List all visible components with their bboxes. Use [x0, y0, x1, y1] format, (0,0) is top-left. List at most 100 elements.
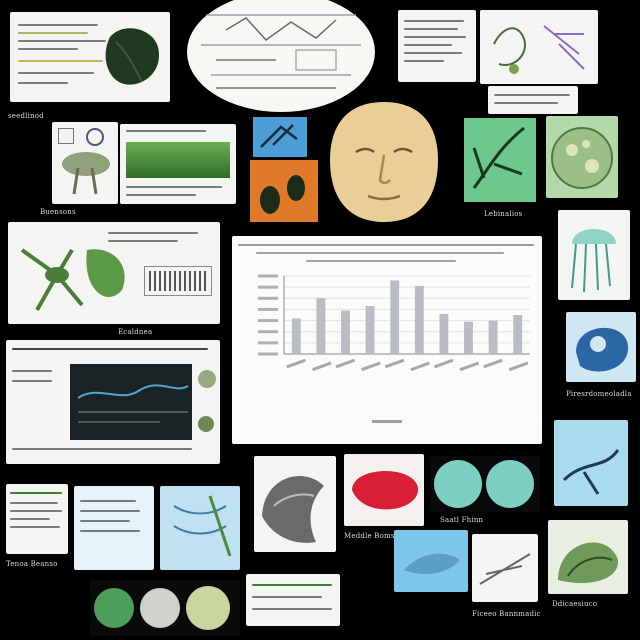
notes-card	[398, 10, 476, 82]
bar	[439, 313, 449, 354]
bird-illustration	[562, 449, 620, 495]
frame-icon	[58, 128, 74, 144]
bar	[291, 318, 301, 354]
text-line	[108, 232, 198, 234]
gray-disc	[140, 588, 180, 628]
y-tick-label	[258, 307, 278, 311]
bar	[464, 321, 473, 354]
grasshopper-card	[8, 222, 220, 324]
text-line	[18, 40, 106, 42]
y-tick-label	[258, 285, 278, 289]
text-line	[404, 28, 458, 30]
figure-illustration	[173, 495, 232, 557]
y-tick-label	[258, 352, 278, 356]
bar	[488, 320, 498, 354]
x-tick-label	[311, 361, 332, 372]
text-line	[80, 500, 136, 502]
teal-discs-card	[430, 456, 540, 512]
green-shell-illustration	[558, 542, 619, 584]
x-tick-label	[286, 358, 306, 369]
text-line	[18, 48, 78, 50]
x-axis-label	[372, 420, 402, 423]
face-sculpture	[330, 102, 438, 222]
text-line	[80, 510, 140, 512]
grasshopper-illustration	[20, 248, 125, 311]
fungus-sketch-card	[52, 122, 118, 204]
sketch-illustration	[479, 553, 531, 585]
text-line	[10, 492, 62, 494]
text-line	[12, 380, 52, 382]
text-line	[18, 32, 88, 34]
text-line	[126, 130, 206, 132]
insect-illustration	[260, 124, 298, 148]
y-tick-label	[258, 330, 278, 334]
cell-plate-card	[546, 116, 618, 198]
text-line	[404, 60, 444, 62]
y-tick-label	[258, 319, 278, 323]
y-tick-label	[258, 341, 278, 345]
y-tick-label	[258, 274, 278, 278]
label-strip	[488, 86, 578, 114]
text-line	[126, 194, 196, 196]
text-line	[10, 526, 60, 528]
fungus-illustration	[62, 152, 110, 195]
text-line	[18, 82, 68, 84]
lens-icon	[86, 128, 104, 146]
discs-strip	[90, 580, 240, 636]
x-tick-label	[335, 358, 356, 369]
teal-disc	[486, 460, 534, 508]
text-line	[108, 240, 178, 242]
shell-illustration	[262, 476, 324, 543]
blue-bird-card	[554, 420, 628, 506]
x-tick-label	[433, 358, 454, 369]
green-branch-card	[464, 118, 536, 202]
lime-disc	[186, 586, 230, 630]
caption: Piresrdomeoladla	[566, 390, 632, 398]
text-line	[252, 596, 322, 598]
text-line	[404, 52, 462, 54]
text-line	[10, 518, 50, 520]
caption: Ecaldnea	[118, 328, 153, 336]
waveform-illustration	[77, 384, 189, 423]
bar-chart	[258, 274, 530, 423]
barcode-box	[144, 266, 212, 296]
teal-disc	[434, 460, 482, 508]
bar-chart-card	[232, 236, 542, 444]
organism-illustration	[576, 327, 629, 372]
leaf-specimen-card	[10, 12, 170, 102]
text-line	[404, 20, 464, 22]
blue-organism-card	[566, 312, 636, 382]
leaf-dot	[198, 416, 214, 432]
chart-subtitle-line	[256, 252, 504, 254]
leaf-pair-illustration	[260, 175, 305, 214]
text-line	[404, 44, 452, 46]
text-line	[12, 370, 52, 372]
text-line	[10, 502, 58, 504]
bottom-notes-card	[246, 574, 340, 626]
text-line	[252, 584, 332, 586]
orange-leaf-card	[250, 160, 318, 222]
dark-display-panel	[70, 364, 192, 440]
x-tick-label	[361, 361, 381, 372]
blue-notes-card	[74, 486, 154, 570]
blue-insect-card	[253, 117, 307, 157]
blue-figure-card	[160, 486, 240, 570]
specimen-display-card	[6, 340, 220, 464]
red-specimen-card	[344, 454, 424, 526]
text-line	[12, 348, 208, 350]
text-line	[12, 448, 192, 450]
leaf-dot	[198, 370, 216, 388]
bar	[390, 280, 400, 354]
bar	[513, 315, 523, 354]
green-shell-card	[548, 520, 628, 594]
red-specimen-illustration	[352, 470, 419, 510]
fish-illustration	[404, 553, 460, 575]
bar	[365, 306, 375, 354]
text-line	[494, 94, 570, 96]
round-diagram-plate	[187, 0, 375, 112]
caption: Ficeeo Bannmadic	[472, 610, 541, 618]
chart-title-line	[238, 244, 534, 246]
x-tick-label	[384, 358, 405, 369]
caption: Lebinalios	[484, 210, 523, 218]
bar	[414, 286, 424, 354]
